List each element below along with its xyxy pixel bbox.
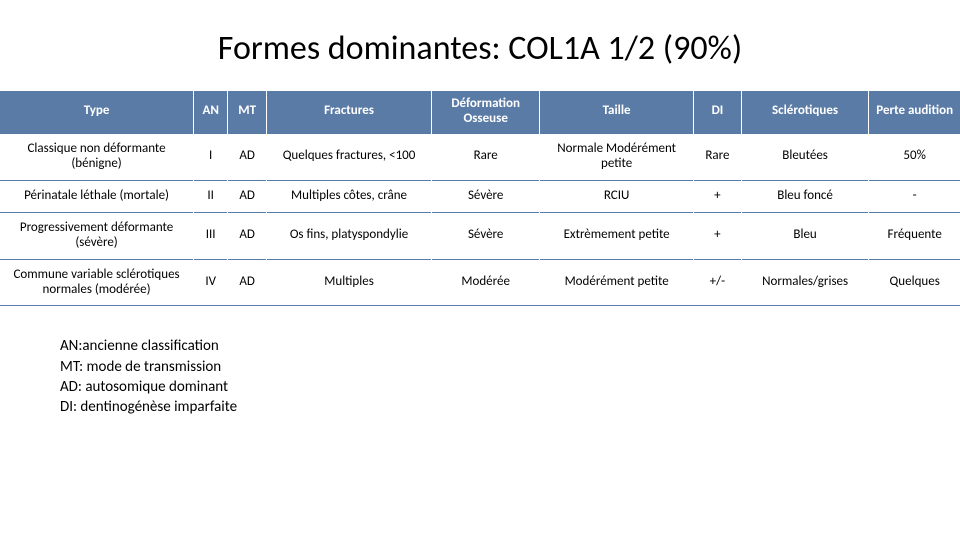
cell-an: II	[194, 180, 228, 212]
cell-an: I	[194, 133, 228, 180]
cell-mt: AD	[228, 259, 267, 306]
cell-fractures: Os fins, platyspondylie	[266, 212, 431, 259]
table-row: Commune variable sclérotiques normales (…	[0, 259, 960, 306]
col-header-an: AN	[194, 91, 228, 133]
classification-table: Type AN MT Fractures Déformation Osseuse…	[0, 91, 960, 306]
cell-mt: AD	[228, 180, 267, 212]
slide: Formes dominantes: COL1A 1/2 (90%) Type …	[0, 0, 960, 540]
cell-scler: Bleu foncé	[741, 180, 869, 212]
cell-mt: AD	[228, 133, 267, 180]
cell-scler: Normales/grises	[741, 259, 869, 306]
col-header-scler: Sclérotiques	[741, 91, 869, 133]
col-header-type: Type	[0, 91, 194, 133]
cell-di: Rare	[693, 133, 741, 180]
table-row: Périnatale léthale (mortale) II AD Multi…	[0, 180, 960, 212]
col-header-mt: MT	[228, 91, 267, 133]
cell-def: Sévère	[432, 180, 540, 212]
cell-def: Modérée	[432, 259, 540, 306]
cell-type: Commune variable sclérotiques normales (…	[0, 259, 194, 306]
col-header-perte: Perte audition	[869, 91, 960, 133]
cell-taille: Normale Modérément petite	[540, 133, 694, 180]
legend: AN:ancienne classification MT: mode de t…	[0, 306, 960, 417]
col-header-fractures: Fractures	[266, 91, 431, 133]
cell-perte: Quelques	[869, 259, 960, 306]
cell-perte: 50%	[869, 133, 960, 180]
cell-an: IV	[194, 259, 228, 306]
legend-line: DI: dentinogénèse imparfaite	[60, 397, 960, 417]
cell-taille: Extrèmement petite	[540, 212, 694, 259]
col-header-def: Déformation Osseuse	[432, 91, 540, 133]
cell-def: Sévère	[432, 212, 540, 259]
cell-di: +	[693, 180, 741, 212]
cell-an: III	[194, 212, 228, 259]
cell-fractures: Quelques fractures, <100	[266, 133, 431, 180]
col-header-di: DI	[693, 91, 741, 133]
cell-taille: Modérément petite	[540, 259, 694, 306]
table-body: Classique non déformante (bénigne) I AD …	[0, 133, 960, 306]
legend-line: AN:ancienne classification	[60, 336, 960, 356]
table-header-row: Type AN MT Fractures Déformation Osseuse…	[0, 91, 960, 133]
cell-def: Rare	[432, 133, 540, 180]
cell-type: Classique non déformante (bénigne)	[0, 133, 194, 180]
col-header-taille: Taille	[540, 91, 694, 133]
legend-line: AD: autosomique dominant	[60, 377, 960, 397]
cell-scler: Bleutées	[741, 133, 869, 180]
legend-line: MT: mode de transmission	[60, 357, 960, 377]
table-row: Progressivement déformante (sévère) III …	[0, 212, 960, 259]
cell-type: Progressivement déformante (sévère)	[0, 212, 194, 259]
cell-perte: -	[869, 180, 960, 212]
cell-di: +	[693, 212, 741, 259]
cell-fractures: Multiples côtes, crâne	[266, 180, 431, 212]
cell-perte: Fréquente	[869, 212, 960, 259]
slide-title: Formes dominantes: COL1A 1/2 (90%)	[0, 0, 960, 91]
cell-scler: Bleu	[741, 212, 869, 259]
cell-di: +/-	[693, 259, 741, 306]
cell-mt: AD	[228, 212, 267, 259]
table-row: Classique non déformante (bénigne) I AD …	[0, 133, 960, 180]
cell-fractures: Multiples	[266, 259, 431, 306]
cell-type: Périnatale léthale (mortale)	[0, 180, 194, 212]
cell-taille: RCIU	[540, 180, 694, 212]
